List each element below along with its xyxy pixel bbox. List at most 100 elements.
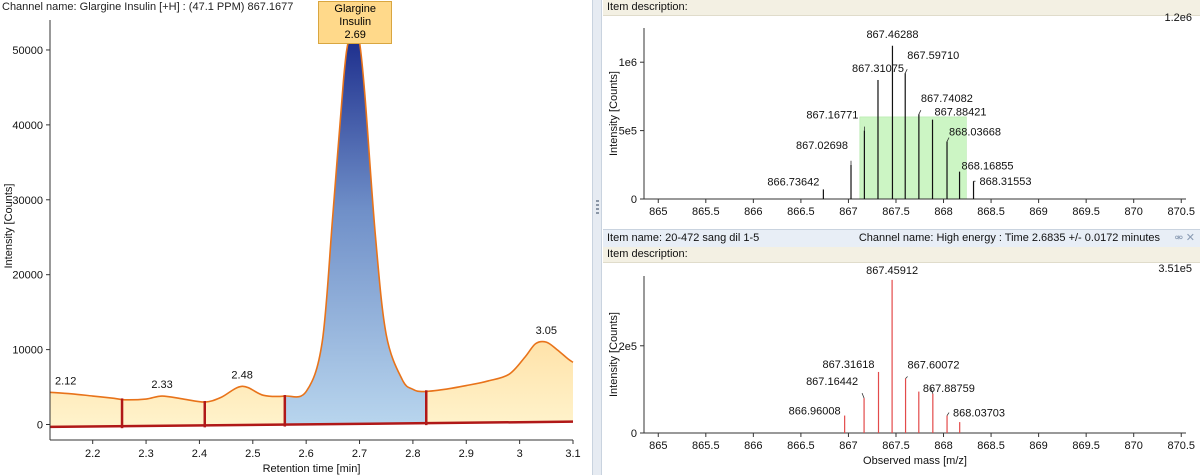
peak-mz-label: 867.59710 <box>907 50 959 62</box>
x-axis-title: Observed mass [m/z] <box>863 455 967 467</box>
x-tick-label: 2.7 <box>352 448 367 460</box>
x-tick-label: 867 <box>839 206 857 218</box>
bottom-scale-label: 3.51e5 <box>1158 263 1192 275</box>
peak-mz-label: 868.03668 <box>949 127 1001 139</box>
bottom-channel-name: Channel name: High energy : Time 2.6835 … <box>858 232 1160 244</box>
spectrum-top-chart[interactable]: 0 5e5 1e6 865 865.5 866 866.5 867 867.5 868 868.5 8… <box>603 0 1200 229</box>
peak-mz-label: 867.74082 <box>921 93 973 105</box>
y-tick-label: 10000 <box>12 345 43 357</box>
y-tick-label: 0 <box>631 194 637 206</box>
x-tick-label: 2.9 <box>459 448 474 460</box>
y-tick-label: 2e5 <box>619 341 637 353</box>
y-axis-title: Intensity [Counts] <box>3 184 15 269</box>
y-tick-label: 5e5 <box>619 126 637 138</box>
peak-mz-label: 867.88421 <box>935 107 987 119</box>
y-tick-label: 0 <box>37 420 43 432</box>
peak-mz-label: 867.31075 <box>852 63 904 75</box>
x-tick-label: 2.2 <box>85 448 100 460</box>
x-tick-label: 868.5 <box>977 440 1005 452</box>
peak-mz-label: 866.96008 <box>789 406 841 418</box>
spectrum-bottom-panel: Item name: 20-472 sang dil 1-5 Channel n… <box>603 229 1200 475</box>
x-tick-label: 869.5 <box>1072 440 1100 452</box>
x-tick-label: 3.1 <box>565 448 580 460</box>
top-item-description: Item description: <box>603 0 1200 16</box>
x-tick-label: 870 <box>1125 440 1143 452</box>
x-tick-label: 867.5 <box>882 440 910 452</box>
peak-label-leader <box>918 110 922 115</box>
x-tick-label: 2.6 <box>299 448 314 460</box>
peak-tag-rt: 2.69 <box>344 29 366 41</box>
x-tick-label: 870 <box>1125 206 1143 218</box>
peak-mz-label: 867.45912 <box>866 265 918 277</box>
peak-mz-label: 867.31618 <box>823 359 875 371</box>
x-tick-label: 2.8 <box>405 448 420 460</box>
peak-mz-label: 866.73642 <box>767 176 819 188</box>
bottom-item-name: Item name: 20-472 sang dil 1-5 <box>607 232 760 244</box>
x-tick-label: 2.3 <box>138 448 153 460</box>
peak-mz-label: 867.16771 <box>806 110 858 122</box>
peak-label-leader <box>905 376 908 379</box>
x-tick-label: 868.5 <box>977 206 1005 218</box>
close-icon[interactable]: ✕ <box>1185 232 1195 244</box>
x-tick-label: 866 <box>744 206 762 218</box>
peak-rt-label: 2.12 <box>55 375 76 387</box>
y-tick-label: 1e6 <box>619 57 637 69</box>
integrated-peak-area <box>284 31 427 425</box>
y-tick-label: 50000 <box>12 45 43 57</box>
spectrum-top-panel: Item description: 0 5e5 1e6 865 865.5 866 866.… <box>603 0 1200 229</box>
y-tick-label: 40000 <box>12 120 43 132</box>
peak-label-leader <box>930 387 934 394</box>
x-tick-label: 865.5 <box>692 440 720 452</box>
chromatogram-area <box>50 30 573 427</box>
splitter-grip-icon[interactable] <box>596 200 599 216</box>
peak-mz-label: 868.31553 <box>980 176 1032 188</box>
x-tick-label: 865 <box>649 440 667 452</box>
peak-mz-label: 867.60072 <box>908 359 960 371</box>
y-axis-title: Intensity [Counts] <box>608 71 620 156</box>
x-tick-label: 870.5 <box>1167 440 1195 452</box>
x-tick-label: 867.5 <box>882 206 910 218</box>
x-tick-label: 2.4 <box>192 448 207 460</box>
peak-rt-label: 3.05 <box>536 325 557 337</box>
peak-mz-label: 867.02698 <box>796 140 848 152</box>
peak-mz-label: 868.16855 <box>962 161 1014 173</box>
y-tick-label: 0 <box>631 428 637 440</box>
x-tick-label: 867 <box>839 440 857 452</box>
peak-label-leader <box>946 137 950 142</box>
top-scale-label: 1.2e6 <box>1164 12 1192 24</box>
y-tick-label: 20000 <box>12 270 43 282</box>
bottom-item-description: Item description: <box>603 247 1200 263</box>
peak-tag-name: Glargine Insulin <box>334 3 376 28</box>
x-tick-label: 868 <box>934 206 952 218</box>
chromatogram-channel-name: Channel name: Glargine Insulin [+H] : (4… <box>2 1 294 13</box>
x-tick-label: 2.5 <box>245 448 260 460</box>
peak-label-leader <box>904 68 908 74</box>
x-tick-label: 869 <box>1029 440 1047 452</box>
peak-rt-label: 2.48 <box>231 369 252 381</box>
pin-icon[interactable]: ⚮ <box>1174 233 1183 244</box>
x-axis-title: Retention time [min] <box>263 463 361 475</box>
spectrum-bottom-chart[interactable]: 0 2e5 865 865.5 866 866.5 867 867.5 868 868.5 869 8… <box>603 230 1200 475</box>
peak-mz-label: 868.03703 <box>953 408 1005 420</box>
x-tick-label: 866.5 <box>787 440 815 452</box>
bottom-header: Item name: 20-472 sang dil 1-5 Channel n… <box>603 230 1200 248</box>
y-tick-label: 30000 <box>12 195 43 207</box>
peak-mz-label: 867.88759 <box>923 383 975 395</box>
x-tick-label: 868 <box>934 440 952 452</box>
peak-mz-label: 867.46288 <box>866 29 918 41</box>
x-tick-label: 866.5 <box>787 206 815 218</box>
peak-rt-label: 2.33 <box>151 379 172 391</box>
y-axis-title: Intensity [Counts] <box>608 312 620 397</box>
x-tick-label: 3 <box>517 448 523 460</box>
peak-label-leader <box>861 392 865 399</box>
x-tick-label: 865.5 <box>692 206 720 218</box>
x-tick-label: 869 <box>1029 206 1047 218</box>
x-tick-label: 869.5 <box>1072 206 1100 218</box>
x-tick-label: 870.5 <box>1167 206 1195 218</box>
splitter[interactable] <box>592 0 602 475</box>
peak-annotation-tag[interactable]: Glargine Insulin 2.69 <box>318 1 393 44</box>
chromatogram-chart[interactable]: 0 10000 20000 30000 40000 50000 2.2 2.3 2.4 2.5 2.… <box>0 0 592 475</box>
integration-baseline <box>49 420 574 429</box>
peak-mz-label: 867.16442 <box>806 376 858 388</box>
peak-label-leader <box>946 412 950 416</box>
